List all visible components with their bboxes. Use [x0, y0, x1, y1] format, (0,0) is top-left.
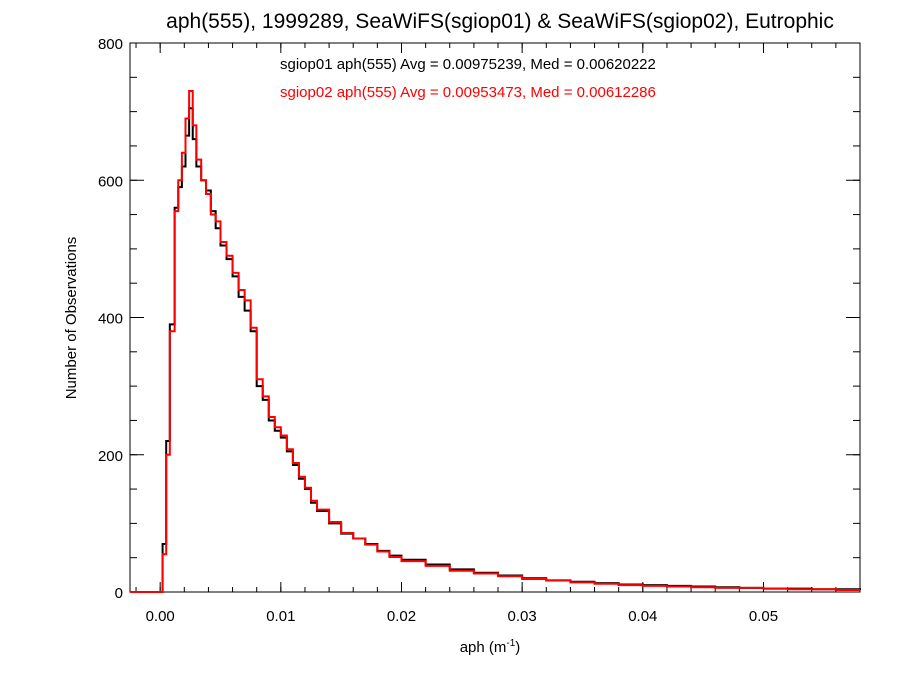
x-axis-label-main: aph (m	[460, 639, 507, 656]
x-tick-label: 0.01	[266, 608, 295, 625]
x-axis-label-close: )	[515, 639, 520, 656]
y-tick-label: 800	[98, 36, 123, 53]
legend-entry-sgiop01: sgiop01 aph(555) Avg = 0.00975239, Med =…	[280, 56, 656, 73]
x-tick-label: 0.02	[387, 608, 416, 625]
series-line-2	[130, 90, 860, 593]
x-axis-label-superscript: -1	[506, 638, 515, 649]
y-tick-label: 600	[98, 173, 123, 190]
x-tick-label: 0.00	[146, 608, 175, 625]
x-tick-label: 0.05	[749, 608, 778, 625]
y-tick-label: 200	[98, 448, 123, 465]
series-lines	[130, 90, 861, 593]
y-axis-ticks: 0 200 400 600 800	[98, 36, 860, 602]
plot-frame	[129, 42, 861, 593]
y-tick-label: 0	[115, 585, 123, 602]
chart-title: aph(555), 1999289, SeaWiFS(sgiop01) & Se…	[166, 10, 834, 33]
series-line-1	[130, 107, 861, 593]
x-tick-label: 0.03	[508, 608, 537, 625]
y-axis-label: Number of Observations	[63, 237, 80, 400]
x-axis-label: aph (m-1)	[460, 638, 521, 656]
y-tick-label: 400	[98, 311, 123, 328]
legend-entry-sgiop02: sgiop02 aph(555) Avg = 0.00953473, Med =…	[280, 84, 656, 101]
x-tick-label: 0.04	[628, 608, 657, 625]
x-axis-ticks: 0.00 0.01 0.02 0.03 0.04 0.05	[135, 43, 861, 625]
